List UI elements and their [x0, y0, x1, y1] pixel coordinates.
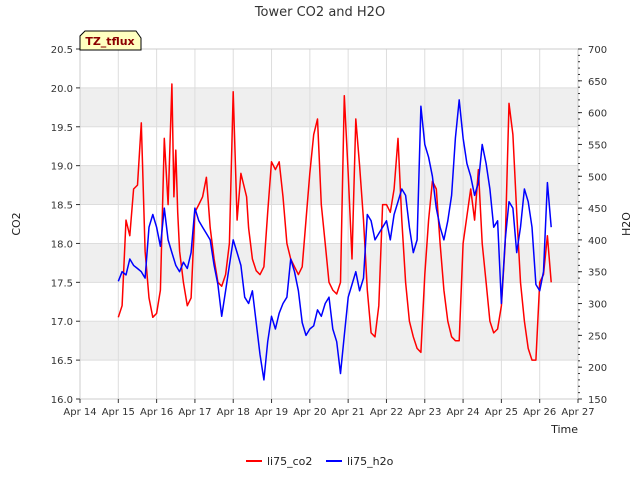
y-tick-label-left: 17.0 — [51, 317, 73, 328]
y-tick-label-right: 250 — [588, 331, 607, 342]
plot-bands — [80, 87, 578, 361]
badge-shape — [79, 30, 142, 51]
y-tick-label-right: 150 — [588, 395, 607, 406]
y-tick-label-left: 20.5 — [51, 45, 73, 56]
x-tick-label: Apr 27 — [561, 407, 594, 418]
x-tick-label: Apr 26 — [523, 407, 556, 418]
chart-title: Tower CO2 and H2O — [254, 5, 385, 20]
x-tick-label: Apr 15 — [102, 407, 135, 418]
x-tick-label: Apr 21 — [332, 407, 365, 418]
y-tick-label-left: 19.0 — [51, 162, 73, 173]
y-tick-label-left: 18.0 — [51, 239, 73, 250]
y-tick-label-right: 550 — [588, 140, 607, 151]
plot-band — [80, 87, 578, 127]
y-axis-left: 16.0 16.5 17.0 17.5 18.0 18.5 19.0 19.5 20.0 20.5 — [51, 45, 80, 406]
y-tick-label-right: 200 — [588, 363, 607, 374]
y-tick-label-left: 19.5 — [51, 123, 73, 134]
y-tick-label-right: 300 — [588, 300, 607, 311]
legend: li75_co2 li75_h2o — [246, 455, 394, 468]
y-tick-label-left: 16.0 — [51, 395, 73, 406]
series-lines — [117, 83, 552, 381]
x-tick-label: Apr 19 — [255, 407, 288, 418]
y-tick-label-left: 17.5 — [51, 278, 73, 289]
y-axis-label-right: H2O — [620, 212, 633, 236]
plot-band — [80, 165, 578, 205]
x-axis-label: Time — [550, 423, 578, 436]
x-tick-label: Apr 18 — [217, 407, 250, 418]
x-tick-label: Apr 25 — [485, 407, 518, 418]
y-tick-label-right: 700 — [588, 45, 607, 56]
x-tick-label: Apr 20 — [293, 407, 326, 418]
legend-label-co2: li75_co2 — [267, 455, 312, 468]
legend-label-h2o: li75_h2o — [347, 455, 394, 468]
x-tick-label: Apr 17 — [178, 407, 211, 418]
y-tick-label-left: 18.5 — [51, 201, 73, 212]
y-axis-right: 150 200 250 300 350 400 450 500 550 600 650 700 — [578, 45, 607, 406]
y-tick-label-right: 450 — [588, 204, 607, 215]
y-tick-label-right: 400 — [588, 236, 607, 247]
y-tick-label-right: 600 — [588, 109, 607, 120]
x-axis: Apr 14 Apr 15 Apr 16 Apr 17 Apr 18 Apr 19 Apr … — [63, 399, 595, 418]
x-tick-label: Apr 22 — [370, 407, 403, 418]
y-tick-label-right: 350 — [588, 268, 607, 279]
plot-band — [80, 321, 578, 361]
badge-text: TZ_tflux — [85, 35, 134, 48]
y-tick-label-right: 500 — [588, 172, 607, 183]
plot-frame — [79, 48, 579, 400]
y-tick-label-right: 650 — [588, 77, 607, 88]
x-tick-label: Apr 23 — [408, 407, 441, 418]
y-tick-label-left: 20.0 — [51, 84, 73, 95]
y-tick-label-left: 16.5 — [51, 356, 73, 367]
x-tick-label: Apr 24 — [446, 407, 479, 418]
badge: TZ_tflux — [79, 30, 142, 51]
series-line-li75_h2o — [117, 99, 552, 381]
x-tick-label: Apr 16 — [140, 407, 173, 418]
x-tick-label: Apr 14 — [63, 407, 96, 418]
y-axis-label-left: CO2 — [10, 212, 23, 235]
